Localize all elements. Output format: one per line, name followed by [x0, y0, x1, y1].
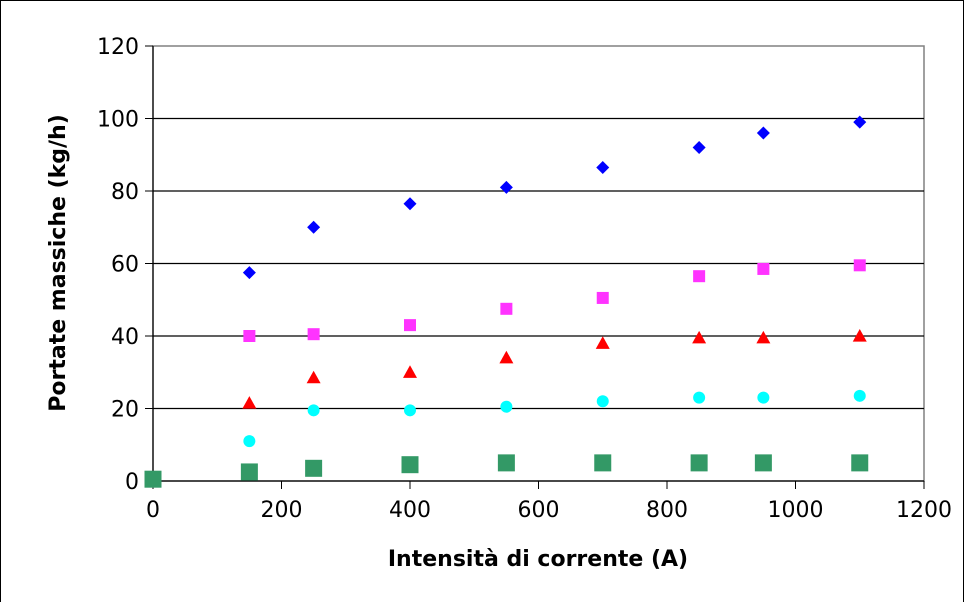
series-4-point	[404, 404, 416, 417]
series-4-point	[307, 404, 320, 417]
series-5-point	[144, 470, 162, 488]
series-1-point	[403, 197, 417, 211]
series-2-point	[404, 319, 416, 332]
series-4-point	[757, 391, 770, 404]
series-1-point	[692, 141, 706, 154]
series-3-point	[306, 370, 321, 384]
y-axis-ticks: 0 20 40 60 80 100 120	[97, 35, 154, 495]
series-3-point	[403, 365, 417, 378]
series-2-point	[757, 262, 770, 275]
x-tick-label: 200	[261, 498, 303, 523]
series-2-point	[693, 270, 706, 283]
series-2-point	[307, 328, 320, 341]
y-tick-label: 60	[111, 253, 139, 278]
y-tick-label: 0	[125, 470, 139, 495]
series-4-point	[596, 395, 609, 408]
series-3-point	[692, 330, 707, 344]
y-tick-label: 80	[111, 180, 139, 205]
series-2-point	[596, 291, 609, 304]
x-tick-label: 1200	[896, 498, 952, 523]
series-4-point	[243, 435, 256, 448]
series-2-point	[853, 259, 866, 272]
series-3-point	[595, 336, 610, 349]
y-tick-label: 40	[111, 325, 139, 350]
series-2-point	[243, 330, 256, 342]
y-tick-label: 20	[111, 398, 139, 423]
series-1-point	[499, 180, 513, 194]
series-1-point	[596, 160, 610, 174]
x-axis-title: Intensità di corrente (A)	[388, 547, 688, 572]
series-3-point	[499, 350, 514, 364]
x-tick-label: 600	[518, 498, 560, 523]
series-5-point	[497, 454, 515, 472]
x-tick-label: 1000	[768, 498, 824, 523]
series-3-point	[852, 329, 867, 342]
series-1-point	[307, 220, 321, 234]
series-4-point	[500, 400, 513, 413]
gridlines	[153, 117, 924, 410]
series-5-point	[594, 454, 612, 472]
y-axis-title: Portate massiche (kg/h)	[46, 114, 71, 412]
series-2-point	[500, 302, 513, 315]
series-1-point	[853, 115, 867, 129]
y-tick-label: 100	[97, 108, 139, 133]
series-5-point	[240, 463, 258, 481]
series-5-point	[401, 456, 419, 474]
x-axis-ticks: 0 200 400 600 800 1000 1200	[146, 480, 952, 523]
series-5-point	[754, 454, 772, 472]
series-5-point	[690, 454, 708, 472]
series-1-point	[242, 266, 256, 280]
series-5-point	[851, 454, 869, 472]
data-points	[144, 115, 869, 488]
x-tick-label: 0	[146, 498, 160, 523]
y-tick-label: 120	[97, 35, 139, 60]
x-tick-label: 400	[389, 498, 431, 523]
series-5-point	[305, 459, 323, 477]
series-3-point	[242, 396, 257, 409]
series-4-point	[693, 391, 706, 404]
series-1-point	[756, 126, 770, 140]
x-tick-label: 800	[646, 498, 688, 523]
series-3-point	[756, 330, 771, 344]
series-4-point	[853, 389, 866, 402]
